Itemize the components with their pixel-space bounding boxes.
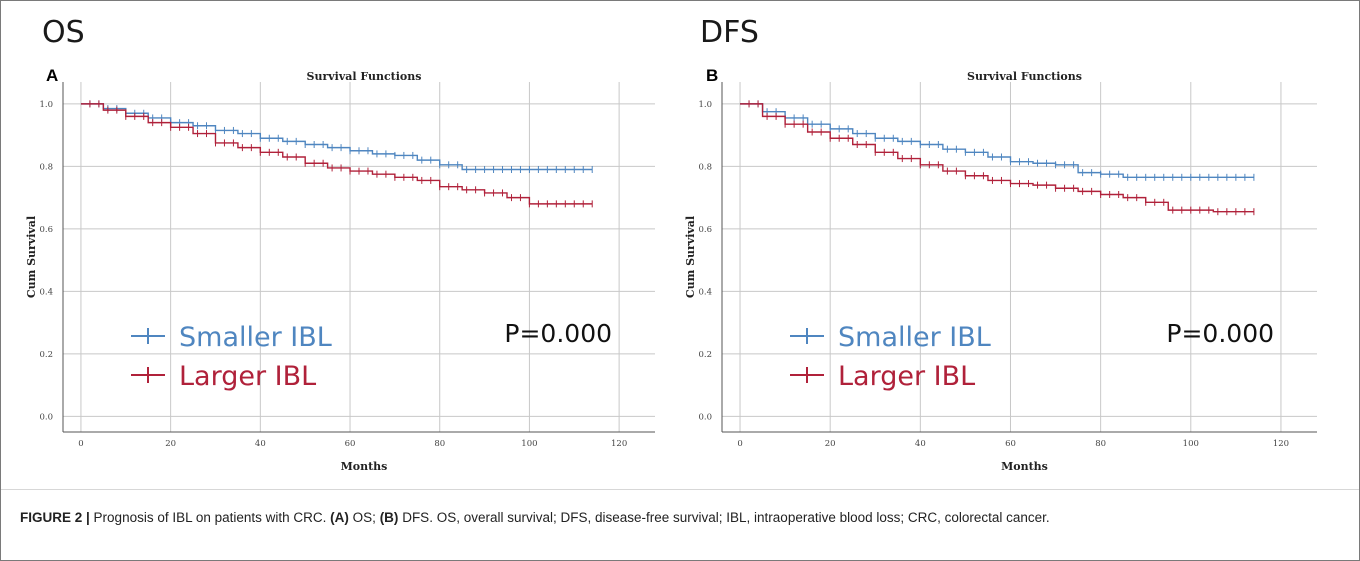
- y-tick-label: 0.2: [698, 350, 712, 360]
- x-tick-label: 120: [1273, 439, 1289, 449]
- p-value-annotation: P=0.000: [504, 319, 612, 348]
- y-tick-label: 1.0: [698, 100, 712, 110]
- y-tick-label: 0.8: [698, 162, 712, 172]
- censor-marks: [748, 100, 1255, 181]
- panel-a-letter: A: [46, 66, 59, 85]
- x-tick-label: 40: [915, 439, 926, 449]
- caption-a: (A): [330, 510, 349, 525]
- caption-a-text: OS;: [348, 510, 380, 525]
- censor-marks: [89, 100, 593, 173]
- plot-area: [722, 82, 1317, 432]
- chart-a: 0 20 40 60 80 100 120 0.0 0.2 0.4 0.6 0.8 1.0 Surviva…: [25, 70, 655, 473]
- y-tick-label: 0.2: [39, 350, 53, 360]
- x-tick-label: 100: [1183, 439, 1199, 449]
- chart-title: Survival Functions: [307, 70, 422, 83]
- legend-label-larger: Larger IBL: [838, 361, 975, 392]
- x-tick-label: 20: [825, 439, 836, 449]
- x-tick-label: 120: [611, 439, 627, 449]
- panel-b-heading: DFS: [700, 15, 759, 50]
- panel-a-heading: OS: [42, 15, 85, 50]
- x-tick-label: 0: [78, 439, 83, 449]
- y-tick-label: 0.4: [698, 287, 712, 297]
- legend-label-larger: Larger IBL: [179, 361, 316, 392]
- y-tick-label: 0.0: [698, 412, 712, 422]
- y-tick-label: 0.6: [39, 225, 53, 235]
- y-tick-label: 1.0: [39, 100, 53, 110]
- caption-label: FIGURE 2 |: [20, 510, 90, 525]
- chart-b: 0 20 40 60 80 100 120 0.0 0.2 0.4 0.6 0.8 1.0 Surviva…: [684, 70, 1317, 473]
- y-tick-label: 0.4: [39, 287, 53, 297]
- censor-marks: [748, 100, 1255, 216]
- x-tick-label: 20: [165, 439, 176, 449]
- x-tick-label: 100: [521, 439, 537, 449]
- x-tick-label: 40: [255, 439, 266, 449]
- x-tick-label: 80: [434, 439, 445, 449]
- x-axis-label: Months: [341, 460, 388, 473]
- figure-caption: FIGURE 2 | Prognosis of IBL on patients …: [20, 508, 1340, 527]
- caption-separator: [1, 489, 1359, 490]
- x-tick-label: 80: [1095, 439, 1106, 449]
- caption-b: (B): [379, 510, 399, 525]
- y-tick-label: 0.6: [698, 225, 712, 235]
- x-tick-label: 0: [737, 439, 742, 449]
- km-figure: 0 20 40 60 80 100 120 0.0 0.2 0.4 0.6 0.8 1.0 Surviva…: [25, 70, 1317, 473]
- caption-b-text: DFS. OS, overall survival; DFS, disease-…: [398, 510, 1050, 525]
- y-tick-label: 0.0: [39, 412, 53, 422]
- y-axis-label: Cum Survival: [25, 216, 38, 298]
- legend-label-smaller: Smaller IBL: [838, 322, 991, 353]
- y-axis-label: Cum Survival: [684, 216, 697, 298]
- chart-title: Survival Functions: [967, 70, 1082, 83]
- x-tick-label: 60: [345, 439, 356, 449]
- y-tick-label: 0.8: [39, 162, 53, 172]
- censor-marks: [89, 100, 593, 208]
- x-tick-label: 60: [1005, 439, 1016, 449]
- legend-label-smaller: Smaller IBL: [179, 322, 332, 353]
- p-value-annotation: P=0.000: [1166, 319, 1274, 348]
- x-axis-label: Months: [1001, 460, 1048, 473]
- caption-text: Prognosis of IBL on patients with CRC.: [89, 510, 331, 525]
- panel-b-letter: B: [706, 66, 719, 85]
- plot-area: [63, 82, 655, 432]
